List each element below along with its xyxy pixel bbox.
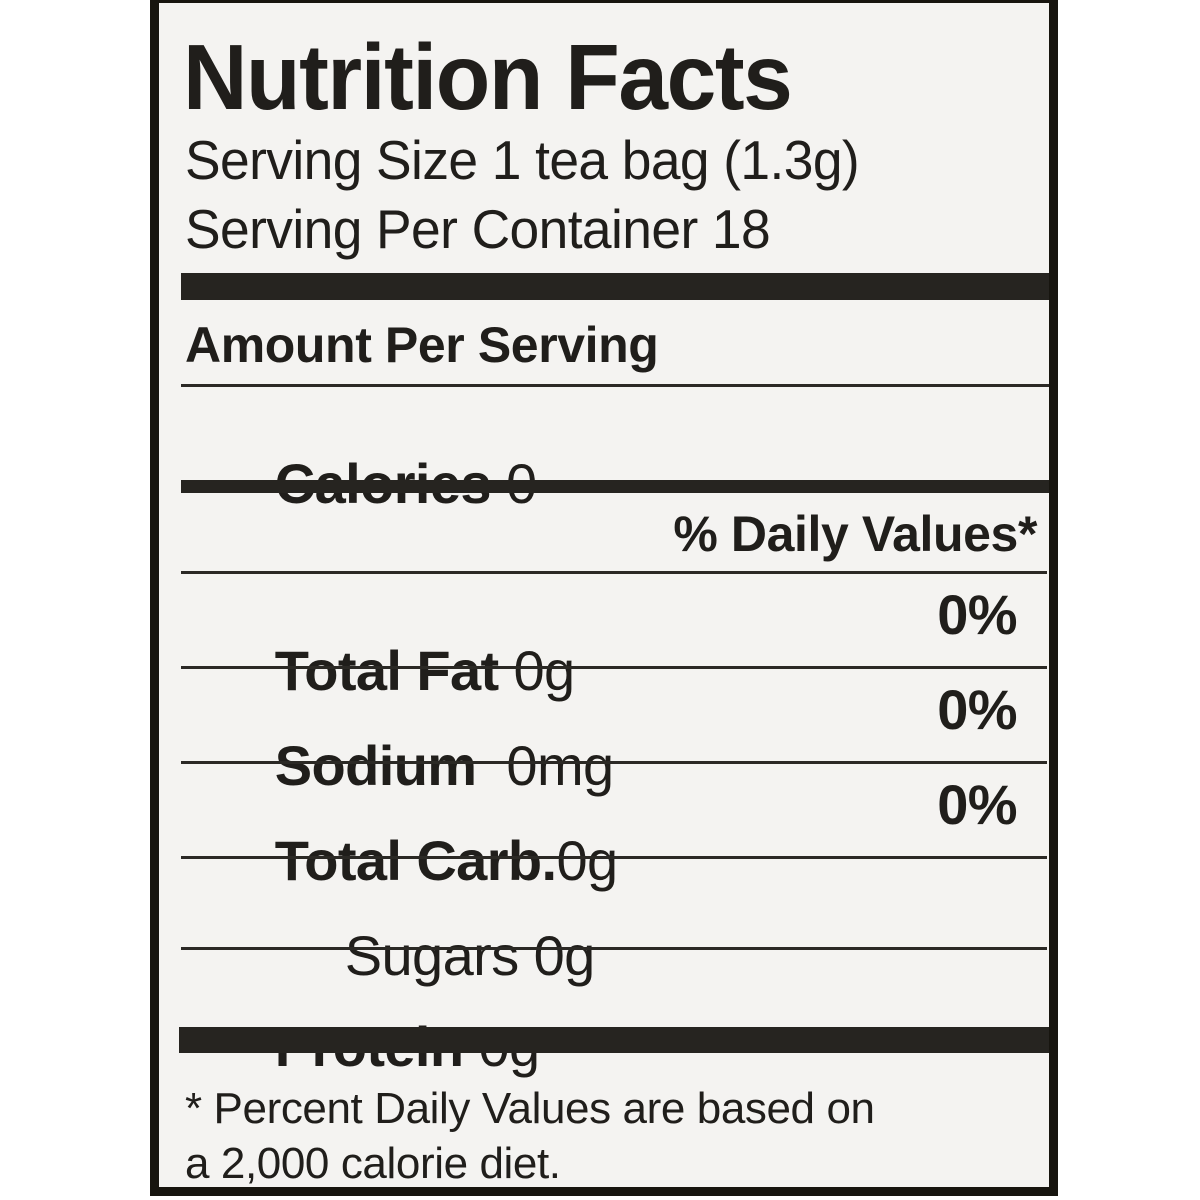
table-row: Total Carb.0g bbox=[185, 777, 618, 945]
table-row: Total Fat 0g bbox=[185, 587, 575, 755]
amount-per-serving-label: Amount Per Serving bbox=[185, 317, 659, 373]
serving-size-text: Serving Size 1 tea bag (1.3g) bbox=[185, 129, 860, 191]
daily-values-header: % Daily Values* bbox=[673, 506, 1037, 562]
nutrition-panel: Nutrition Facts Serving Size 1 tea bag (… bbox=[179, 3, 1049, 1187]
nutrient-percent: 0% bbox=[937, 583, 1017, 646]
divider-thick-bottom bbox=[179, 1027, 1049, 1053]
nutrient-name: Sugars bbox=[344, 924, 519, 987]
divider-thin-dv bbox=[181, 571, 1047, 574]
page-title: Nutrition Facts bbox=[183, 25, 793, 129]
nutrient-amount: 0g bbox=[498, 639, 576, 702]
table-row: Sugars 0g bbox=[255, 872, 596, 1040]
divider-thick-top bbox=[181, 273, 1049, 300]
divider-thin-amount bbox=[181, 384, 1049, 387]
divider-thin-carb bbox=[181, 856, 1047, 859]
divider-thick-calories bbox=[181, 480, 1049, 493]
divider-thin-fat bbox=[181, 666, 1047, 669]
nutrient-name: Total Fat bbox=[274, 639, 499, 702]
nutrient-amount: 0g bbox=[556, 829, 618, 892]
nutrient-name: Sodium bbox=[274, 734, 477, 797]
servings-per-container-text: Serving Per Container 18 bbox=[185, 198, 771, 260]
nutrition-facts-label: Nutrition Facts Serving Size 1 tea bag (… bbox=[150, 0, 1058, 1196]
nutrient-amount: 0g bbox=[518, 924, 596, 987]
divider-thin-sodium bbox=[181, 761, 1047, 764]
nutrient-percent: 0% bbox=[937, 773, 1017, 836]
nutrient-name: Total Carb. bbox=[274, 829, 557, 892]
nutrient-amount: 0mg bbox=[476, 734, 614, 797]
nutrient-percent: 0% bbox=[937, 678, 1017, 741]
divider-thin-sugars bbox=[181, 947, 1047, 950]
daily-values-footnote: * Percent Daily Values are based on a 2,… bbox=[185, 1084, 875, 1188]
table-row: Sodium 0mg bbox=[185, 682, 614, 850]
